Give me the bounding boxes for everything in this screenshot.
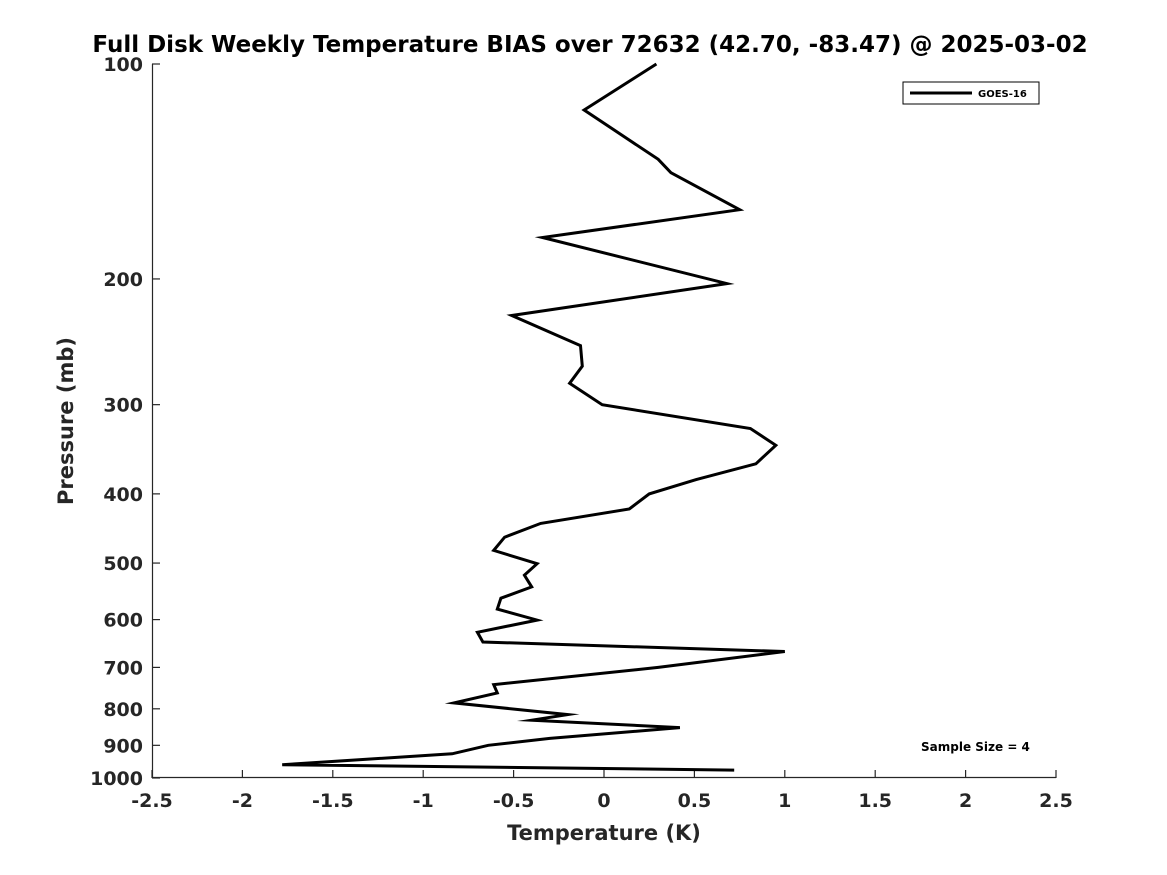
y-tick-label: 1000 (90, 768, 143, 790)
x-tick-label: 1 (778, 790, 791, 812)
x-tick-label: -1 (413, 790, 434, 812)
series-line-goes-16 (282, 62, 785, 772)
chart-title: Full Disk Weekly Temperature BIAS over 7… (92, 32, 1087, 58)
y-ticks: 100 200 300 400 500 600 700 800 900 1000 (90, 54, 160, 790)
y-tick-label: 100 (103, 54, 143, 76)
x-tick-label: -2.5 (131, 790, 173, 812)
x-ticks: -2.5 -2 -1.5 -1 -0.5 0 0.5 1 1.5 2 2.5 (131, 770, 1073, 812)
y-tick-label: 700 (103, 657, 143, 679)
y-tick-label: 500 (103, 553, 143, 575)
y-tick-label: 400 (103, 484, 143, 506)
x-tick-label: 2.5 (1039, 790, 1073, 812)
series-layer (282, 62, 785, 772)
y-tick-label: 600 (103, 610, 143, 632)
y-tick-label: 800 (103, 699, 143, 721)
y-tick-label: 200 (103, 269, 143, 291)
sample-size-annotation: Sample Size = 4 (921, 740, 1030, 754)
legend-label-goes-16: GOES-16 (978, 89, 1027, 100)
x-tick-label: -2 (232, 790, 253, 812)
x-tick-label: -0.5 (493, 790, 535, 812)
x-tick-label: 0 (597, 790, 610, 812)
legend: GOES-16 (902, 81, 1040, 105)
axes (151, 64, 1056, 779)
x-tick-label: 0.5 (678, 790, 712, 812)
x-tick-label: 1.5 (858, 790, 892, 812)
y-axis-label: Pressure (mb) (54, 337, 78, 505)
y-tick-label: 300 (103, 395, 143, 417)
y-tick-label: 900 (103, 735, 143, 757)
x-axis-label: Temperature (K) (507, 821, 701, 845)
x-tick-label: 2 (959, 790, 972, 812)
x-tick-label: -1.5 (312, 790, 354, 812)
